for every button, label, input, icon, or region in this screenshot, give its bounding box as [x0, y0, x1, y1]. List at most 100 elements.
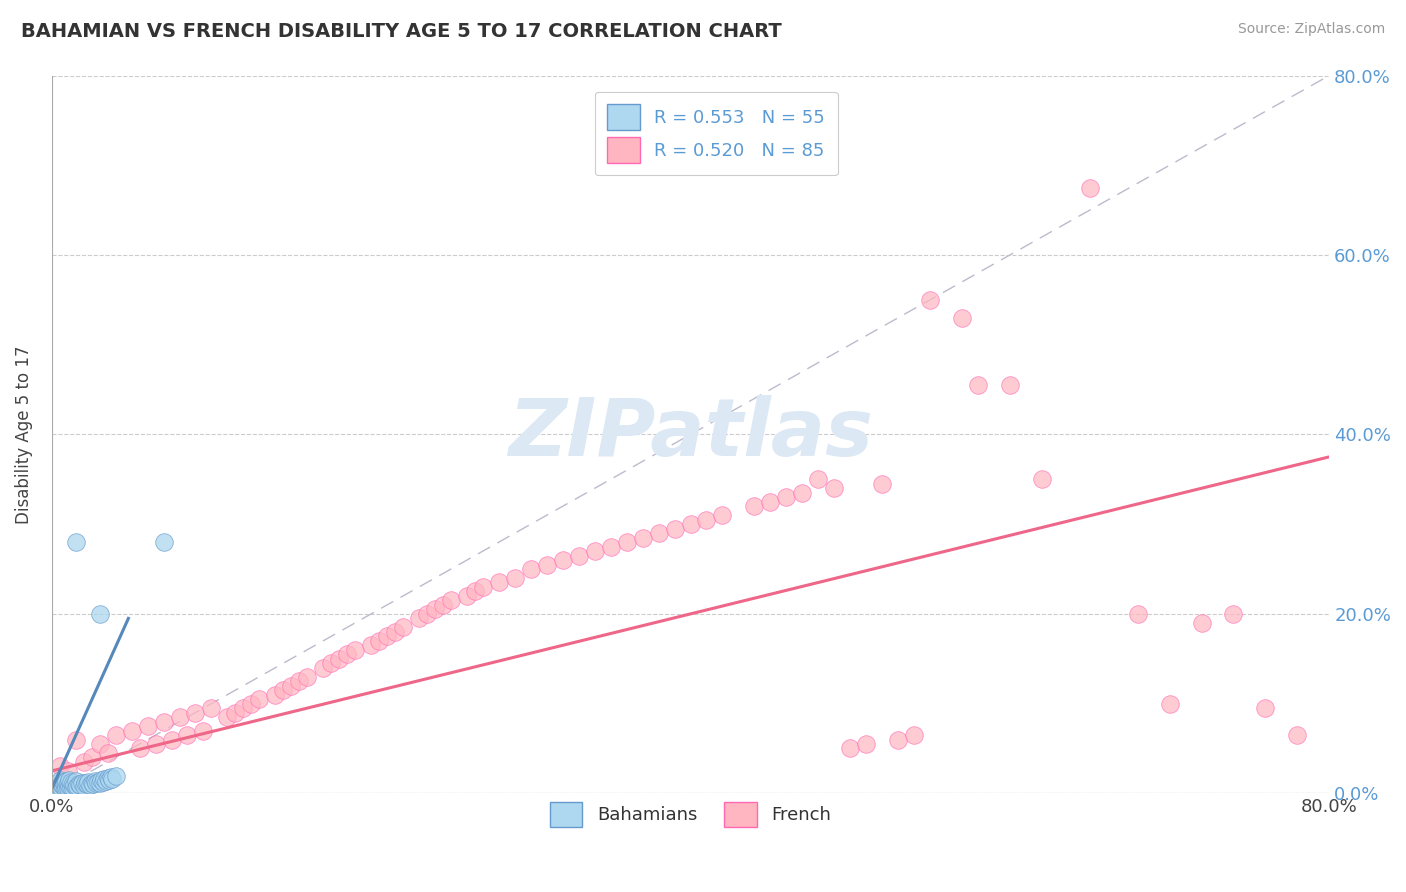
- Point: [297, 670, 319, 684]
- Point: [967, 378, 990, 392]
- Point: [83, 773, 105, 788]
- Point: [616, 535, 638, 549]
- Point: [583, 544, 606, 558]
- Point: [100, 770, 122, 784]
- Point: [312, 661, 335, 675]
- Point: [97, 771, 120, 785]
- Point: [42, 781, 65, 796]
- Point: [1031, 472, 1053, 486]
- Point: [76, 777, 98, 791]
- Point: [77, 774, 100, 789]
- Point: [51, 780, 73, 795]
- Point: [82, 777, 104, 791]
- Point: [62, 780, 84, 795]
- Point: [321, 657, 343, 671]
- Point: [87, 774, 110, 789]
- Point: [271, 683, 294, 698]
- Point: [247, 692, 270, 706]
- Point: [288, 674, 311, 689]
- Point: [1286, 728, 1309, 742]
- Point: [136, 719, 159, 733]
- Point: [520, 562, 543, 576]
- Point: [344, 642, 367, 657]
- Point: [336, 647, 359, 661]
- Point: [568, 549, 591, 563]
- Point: [48, 772, 70, 787]
- Point: [464, 584, 486, 599]
- Point: [440, 593, 463, 607]
- Point: [48, 780, 70, 794]
- Point: [870, 476, 893, 491]
- Point: [950, 310, 973, 325]
- Point: [97, 746, 120, 760]
- Point: [224, 706, 246, 720]
- Point: [160, 732, 183, 747]
- Point: [94, 773, 117, 788]
- Point: [375, 629, 398, 643]
- Point: [839, 741, 862, 756]
- Point: [90, 772, 112, 787]
- Point: [53, 780, 76, 795]
- Point: [264, 688, 287, 702]
- Point: [73, 779, 96, 793]
- Point: [759, 494, 782, 508]
- Point: [89, 737, 111, 751]
- Point: [1159, 697, 1181, 711]
- Point: [998, 378, 1021, 392]
- Point: [65, 732, 87, 747]
- Point: [918, 293, 941, 307]
- Point: [70, 775, 93, 789]
- Point: [63, 778, 86, 792]
- Point: [193, 723, 215, 738]
- Point: [121, 723, 143, 738]
- Point: [98, 772, 121, 787]
- Text: BAHAMIAN VS FRENCH DISABILITY AGE 5 TO 17 CORRELATION CHART: BAHAMIAN VS FRENCH DISABILITY AGE 5 TO 1…: [21, 22, 782, 41]
- Point: [145, 737, 167, 751]
- Point: [80, 750, 103, 764]
- Point: [104, 769, 127, 783]
- Point: [67, 777, 90, 791]
- Point: [280, 679, 302, 693]
- Point: [217, 710, 239, 724]
- Point: [744, 500, 766, 514]
- Point: [232, 701, 254, 715]
- Point: [75, 776, 97, 790]
- Point: [792, 485, 814, 500]
- Point: [52, 774, 75, 789]
- Point: [51, 777, 73, 791]
- Point: [169, 710, 191, 724]
- Point: [80, 775, 103, 789]
- Point: [679, 517, 702, 532]
- Point: [711, 508, 734, 523]
- Point: [55, 780, 77, 794]
- Point: [408, 611, 430, 625]
- Point: [55, 773, 77, 788]
- Point: [1191, 615, 1213, 630]
- Text: Source: ZipAtlas.com: Source: ZipAtlas.com: [1237, 22, 1385, 37]
- Point: [65, 780, 87, 794]
- Point: [48, 759, 70, 773]
- Point: [423, 602, 446, 616]
- Point: [176, 728, 198, 742]
- Point: [101, 772, 124, 786]
- Point: [79, 778, 101, 792]
- Point: [69, 778, 91, 792]
- Point: [45, 780, 67, 795]
- Point: [46, 781, 69, 796]
- Legend: Bahamians, French: Bahamians, French: [543, 795, 838, 835]
- Point: [44, 779, 66, 793]
- Point: [416, 607, 439, 621]
- Point: [58, 779, 80, 793]
- Point: [599, 540, 621, 554]
- Point: [56, 780, 79, 795]
- Point: [384, 624, 406, 639]
- Point: [536, 558, 558, 572]
- Point: [392, 620, 415, 634]
- Point: [903, 728, 925, 742]
- Point: [152, 714, 174, 729]
- Point: [503, 571, 526, 585]
- Point: [695, 513, 717, 527]
- Y-axis label: Disability Age 5 to 17: Disability Age 5 to 17: [15, 345, 32, 524]
- Point: [65, 535, 87, 549]
- Point: [647, 526, 669, 541]
